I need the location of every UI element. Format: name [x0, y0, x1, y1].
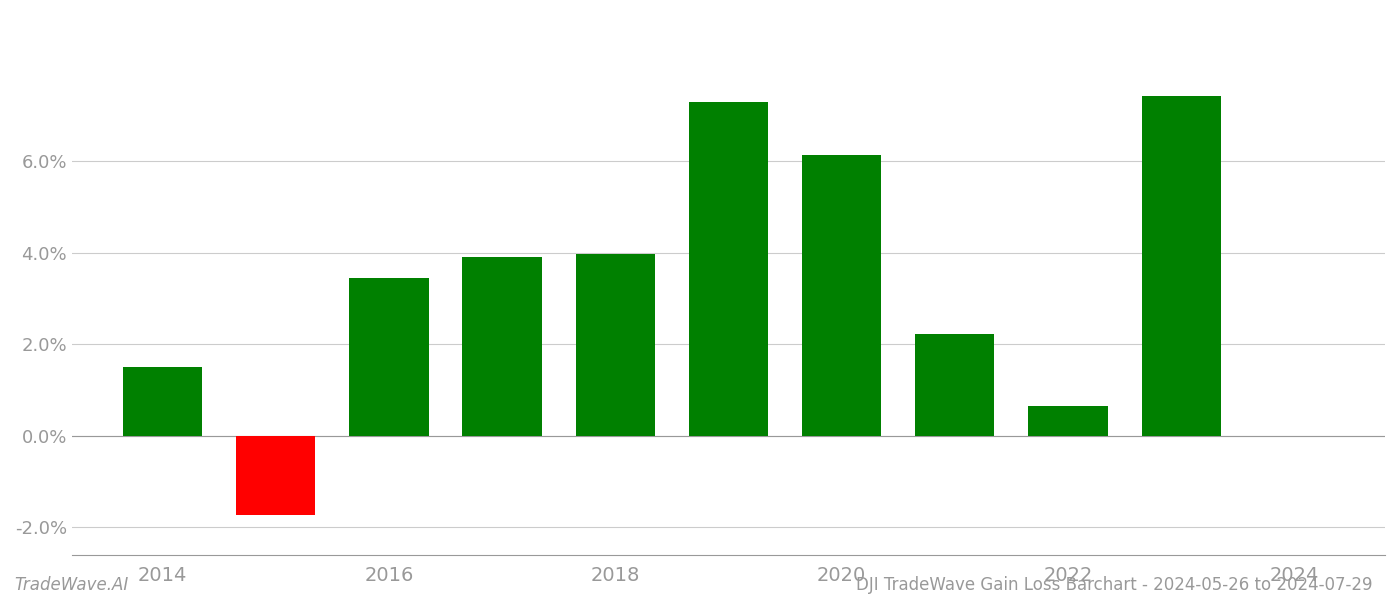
- Bar: [802, 155, 882, 436]
- Bar: [237, 436, 315, 515]
- Bar: [916, 334, 994, 436]
- Bar: [1141, 97, 1221, 436]
- Bar: [689, 102, 769, 436]
- Bar: [462, 257, 542, 436]
- Text: DJI TradeWave Gain Loss Barchart - 2024-05-26 to 2024-07-29: DJI TradeWave Gain Loss Barchart - 2024-…: [855, 576, 1372, 594]
- Bar: [1029, 406, 1107, 436]
- Bar: [575, 254, 655, 436]
- Bar: [123, 367, 202, 436]
- Bar: [350, 278, 428, 436]
- Text: TradeWave.AI: TradeWave.AI: [14, 576, 129, 594]
